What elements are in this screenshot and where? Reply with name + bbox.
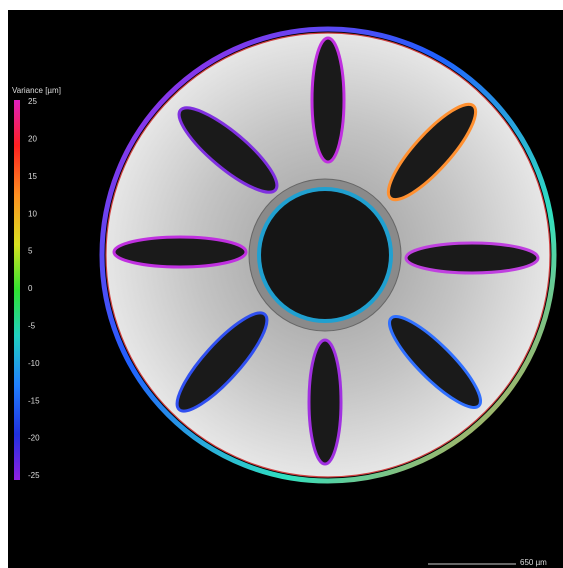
colorbar-tick-label: 15 [28, 172, 37, 181]
colorbar-tick-label: -25 [28, 471, 40, 480]
slot [309, 340, 341, 464]
colorbar-tick-label: -20 [28, 434, 40, 443]
colorbar-tick-label: 20 [28, 135, 37, 144]
colorbar-tick-label: -15 [28, 396, 40, 405]
viewer: Variance [µm] 25 20 15 10 5 0 -5 -10 -15 -20 -25 6… [0, 0, 563, 568]
colorbar-tick-label: 0 [28, 284, 33, 293]
legend-title: Variance [µm] [12, 86, 61, 95]
page: Variance [µm] 25 20 15 10 5 0 -5 -10 -15 -20 -25 6… [0, 0, 563, 568]
colorbar-tick-label: -10 [28, 359, 40, 368]
hub [259, 189, 391, 321]
slot [114, 237, 246, 267]
colorbar-tick-label: -5 [28, 322, 36, 331]
slot [312, 38, 344, 162]
colorbar-tick-label: 5 [28, 247, 33, 256]
slot [406, 243, 538, 273]
colorbar-tick-label: 10 [28, 209, 37, 218]
colorbar [14, 100, 20, 480]
colorbar-tick-label: 25 [28, 97, 37, 106]
scale-bar-label: 650 µm [520, 558, 547, 567]
